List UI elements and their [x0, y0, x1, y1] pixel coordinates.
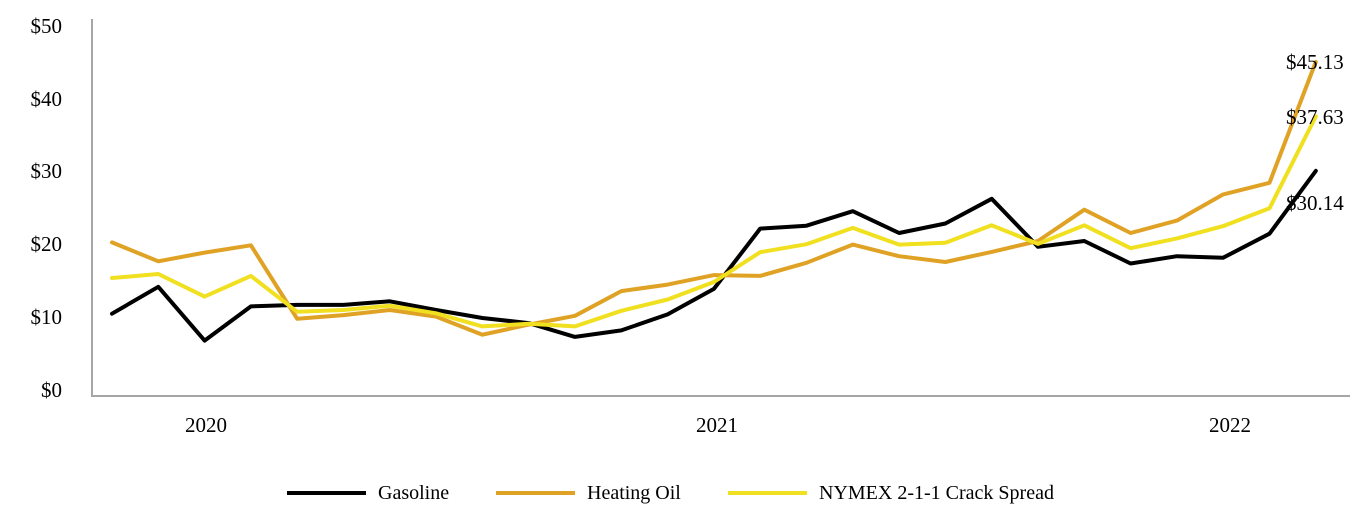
line-gasoline	[110, 168, 1318, 343]
legend-label-gasoline: Gasoline	[378, 482, 450, 504]
y-tick-50: $50	[31, 14, 63, 38]
line-nymex-2-1-1-crack-spread	[110, 114, 1318, 329]
legend-item-nymex: NYMEX 2-1-1 Crack Spread	[728, 480, 1054, 506]
chart-legend: Gasoline Heating Oil NYMEX 2-1-1 Crack S…	[0, 480, 1364, 514]
heating-oil-line-swatch	[496, 491, 575, 495]
legend-item-gasoline: Gasoline	[287, 480, 449, 506]
y-tick-30: $30	[31, 159, 63, 183]
legend-label-nymex: NYMEX 2-1-1 Crack Spread	[819, 482, 1054, 504]
y-tick-10: $10	[31, 305, 63, 329]
y-tick-20: $20	[31, 232, 63, 256]
nymex-line-swatch	[728, 491, 807, 495]
y-tick-40: $40	[31, 87, 63, 111]
legend-label-heating-oil: Heating Oil	[587, 482, 681, 504]
x-label-2021: 2021	[696, 413, 738, 437]
series-lines	[110, 59, 1318, 343]
y-tick-0: $0	[41, 378, 62, 402]
data-label-gasoline: $30.14	[1286, 191, 1344, 215]
x-label-2022: 2022	[1209, 413, 1251, 437]
x-label-2020: 2020	[185, 413, 227, 437]
data-label-heating-oil: $45.13	[1286, 50, 1344, 74]
line-heating-oil	[110, 59, 1318, 337]
data-label-nymex: $37.63	[1286, 105, 1344, 129]
gasoline-line-swatch	[287, 491, 366, 495]
legend-item-heating-oil: Heating Oil	[496, 480, 681, 506]
